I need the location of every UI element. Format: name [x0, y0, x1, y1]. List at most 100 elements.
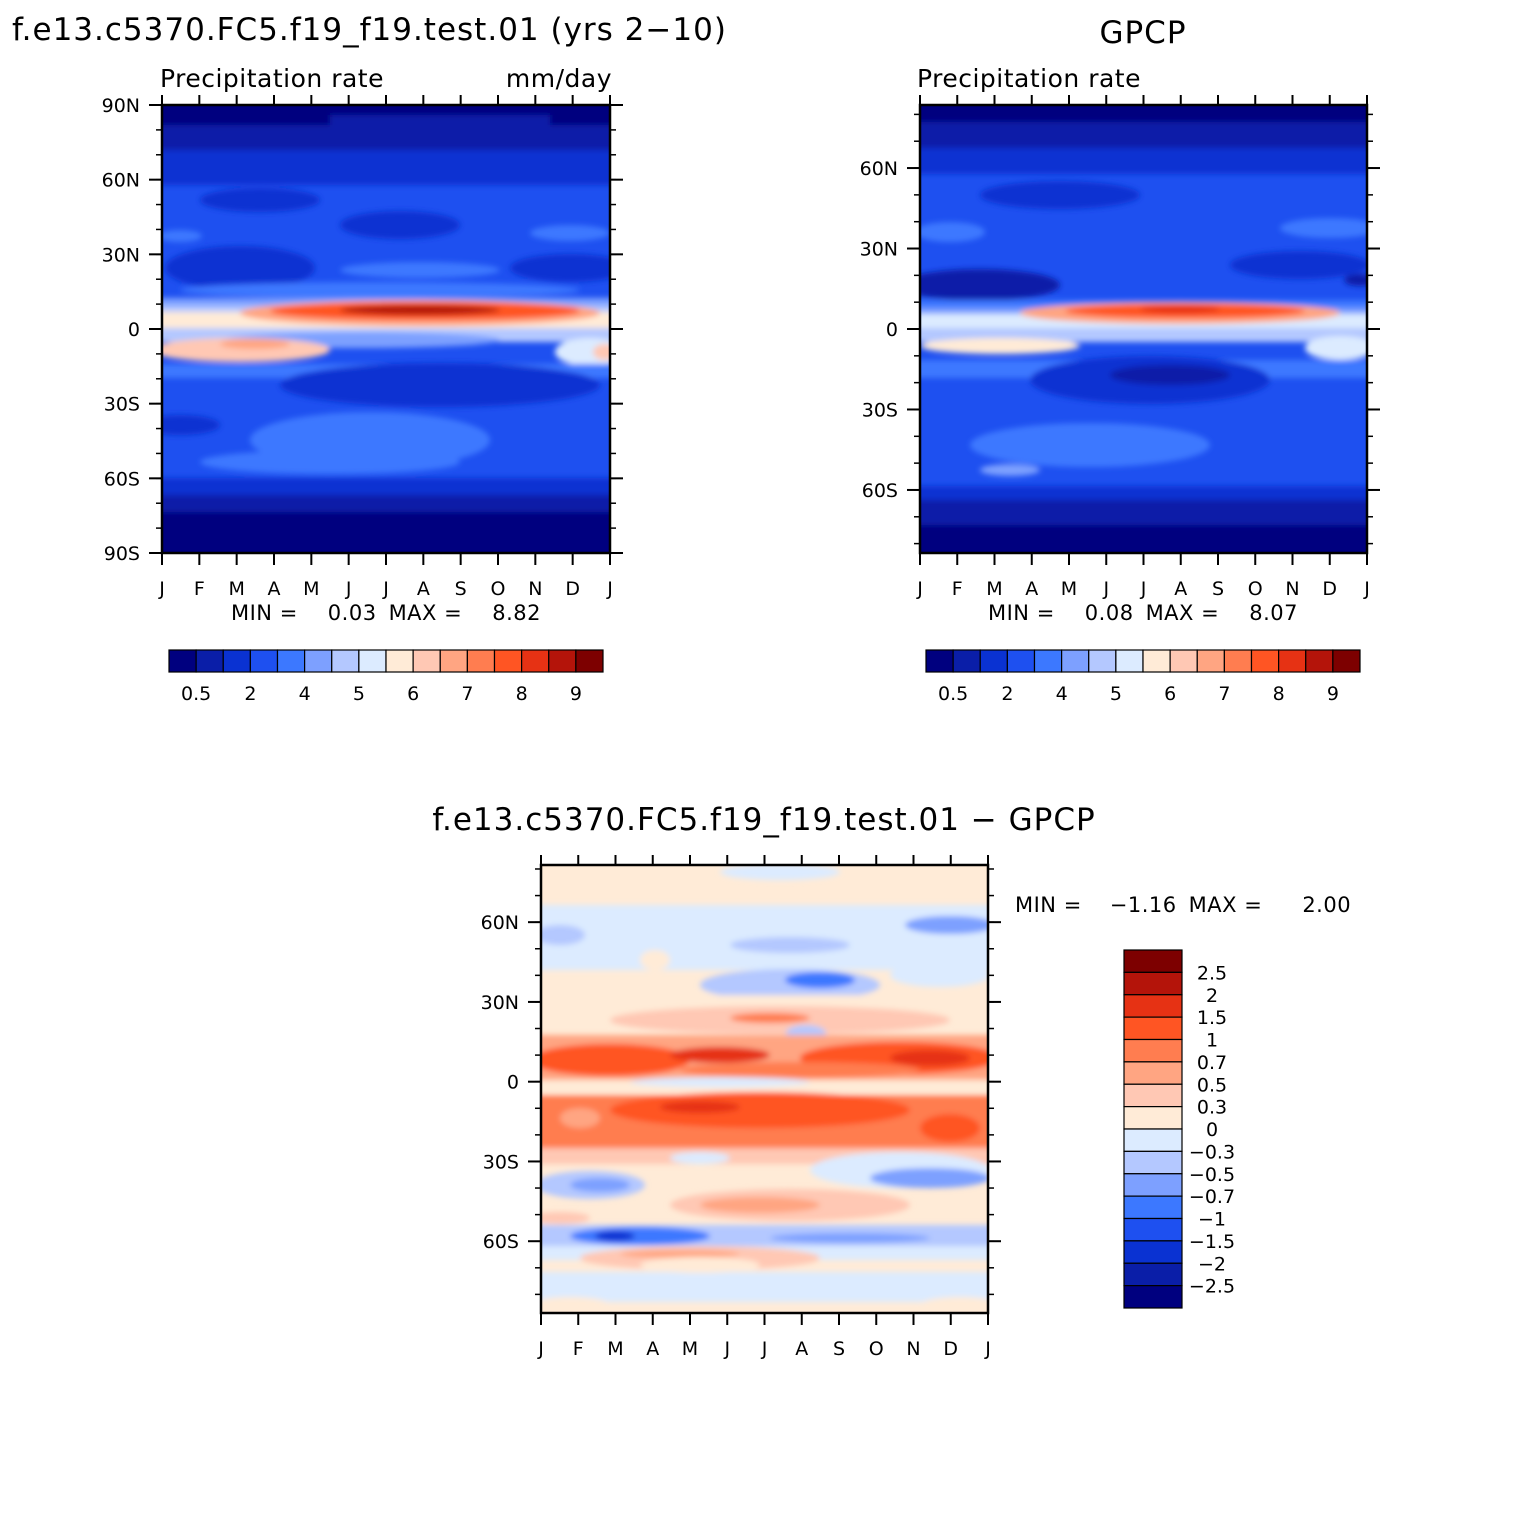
colorbar-box — [1123, 971, 1183, 996]
y-tick-label: 30S — [862, 399, 898, 421]
colorbar-box — [331, 649, 360, 673]
x-tick-label: A — [646, 1338, 659, 1360]
colorbar-box — [1123, 1150, 1183, 1175]
colorbar-box — [1115, 649, 1144, 673]
colorbar-box — [575, 649, 604, 673]
colorbar-label: 7 — [1218, 683, 1230, 705]
colorbar-box — [952, 649, 981, 673]
colorbar-box — [1061, 649, 1090, 673]
colorbar-label: 0 — [1206, 1119, 1218, 1141]
colorbar-label: 7 — [461, 683, 473, 705]
colorbar-label: 2 — [1206, 985, 1218, 1007]
x-tick-label: J — [158, 578, 165, 600]
colorbar-box — [1123, 949, 1183, 973]
x-tick-label: M — [986, 578, 1002, 600]
colorbar-box — [1278, 649, 1307, 673]
colorbar-label: 5 — [1110, 683, 1122, 705]
x-tick-label: M — [607, 1338, 623, 1360]
y-tick-label: 60N — [481, 912, 519, 934]
colorbar-box — [466, 649, 496, 673]
panel-model-title: f.e13.c5370.FC5.f19_f19.test.01 (yrs 2−1… — [12, 12, 727, 48]
panel-model-colorbar: 0.5 2 4 5 6 7 8 9 — [168, 649, 604, 705]
colorbar-box — [1169, 649, 1198, 673]
colorbar-label: −2.5 — [1189, 1276, 1235, 1298]
colorbar-box — [1332, 649, 1361, 673]
panel-diff-axes: J F M A M J J A S O N D J 60N 30N 0 30S 60S — [481, 855, 1001, 1360]
colorbar-label: 9 — [570, 683, 582, 705]
panel-diff: f.e13.c5370.FC5.f19_f19.test.01 − GPCP — [432, 802, 1351, 1360]
colorbar-box — [1123, 1106, 1183, 1130]
colorbar-box — [1250, 649, 1280, 673]
y-tick-label: 60S — [483, 1231, 519, 1253]
colorbar-box — [1123, 1083, 1183, 1108]
panel-obs-colorbar: 0.5 2 4 5 6 7 8 9 — [925, 649, 1361, 705]
colorbar-label: 2 — [1001, 683, 1013, 705]
x-tick-label: F — [194, 578, 205, 600]
colorbar-box — [1142, 649, 1171, 673]
colorbar-box — [1123, 1173, 1183, 1197]
panel-diff-stats: MIN = −1.16 MAX = 2.00 — [1015, 893, 1351, 917]
colorbar-label: −2 — [1198, 1253, 1226, 1275]
panel-obs-axes: J F M A M J J A S O N D J 60N 30N 0 30S 60S — [860, 95, 1380, 600]
x-tick-label: J — [345, 578, 352, 600]
colorbar-label: −0.7 — [1189, 1186, 1235, 1208]
x-tick-label: N — [906, 1338, 920, 1360]
colorbar-box — [1123, 1285, 1183, 1309]
x-tick-label: N — [1285, 578, 1299, 600]
colorbar-box — [385, 649, 414, 673]
colorbar-label: 2 — [244, 683, 256, 705]
y-tick-label: 60S — [862, 480, 898, 502]
x-tick-label: O — [1248, 578, 1263, 600]
colorbar-box — [548, 649, 577, 673]
colorbar-box — [1123, 994, 1183, 1018]
colorbar-box — [276, 649, 306, 673]
x-tick-label: J — [761, 1338, 768, 1360]
x-tick-label: S — [833, 1338, 845, 1360]
x-tick-label: M — [1061, 578, 1077, 600]
panel-diff-title: f.e13.c5370.FC5.f19_f19.test.01 − GPCP — [432, 802, 1095, 838]
colorbar-label: 2.5 — [1197, 962, 1227, 984]
colorbar-label: −0.3 — [1189, 1141, 1235, 1163]
colorbar-box — [222, 649, 251, 673]
x-tick-label: J — [1102, 578, 1109, 600]
colorbar-label: 1.5 — [1197, 1007, 1227, 1029]
panel-obs-stats: MIN = 0.08 MAX = 8.07 — [988, 601, 1298, 625]
x-tick-label: O — [491, 578, 506, 600]
colorbar-label: 0.5 — [181, 683, 211, 705]
x-tick-label: A — [417, 578, 430, 600]
colorbar-label: −1.5 — [1189, 1231, 1235, 1253]
y-tick-label: 0 — [886, 319, 898, 341]
colorbar-box — [1223, 649, 1253, 673]
panel-diff-colorbar: 2.521.510.70.50.30−0.3−0.5−0.7−1−1.5−2−2… — [1123, 949, 1235, 1309]
x-tick-label: J — [1363, 578, 1370, 600]
panel-obs: GPCP Precipitation rate — [860, 15, 1380, 705]
colorbar-box — [1123, 1128, 1183, 1152]
panel-model-subtitle-right: mm/day — [506, 64, 612, 93]
x-tick-label: J — [723, 1338, 730, 1360]
x-tick-label: A — [1174, 578, 1187, 600]
colorbar-label: 9 — [1327, 683, 1339, 705]
colorbar-box — [493, 649, 523, 673]
colorbar-box — [1088, 649, 1117, 673]
y-tick-label: 0 — [507, 1072, 519, 1094]
y-tick-label: 90S — [104, 543, 140, 565]
panel-model-field — [162, 105, 610, 553]
panel-obs-title: GPCP — [1099, 15, 1186, 51]
colorbar-box — [1006, 649, 1036, 673]
colorbar-box — [168, 649, 197, 673]
colorbar-box — [412, 649, 441, 673]
x-tick-label: J — [984, 1338, 991, 1360]
colorbar-box — [1123, 1195, 1183, 1220]
colorbar-label: 5 — [353, 683, 365, 705]
colorbar-box — [1123, 1262, 1183, 1287]
y-tick-label: 90N — [102, 95, 140, 117]
panel-model-subtitle-left: Precipitation rate — [160, 64, 384, 93]
x-tick-label: D — [1322, 578, 1337, 600]
colorbar-box — [439, 649, 468, 673]
y-tick-label: 30N — [102, 244, 140, 266]
colorbar-label: 1 — [1206, 1030, 1218, 1052]
x-tick-label: A — [268, 578, 281, 600]
colorbar-label: 0.7 — [1197, 1052, 1227, 1074]
y-tick-label: 30S — [104, 394, 140, 416]
